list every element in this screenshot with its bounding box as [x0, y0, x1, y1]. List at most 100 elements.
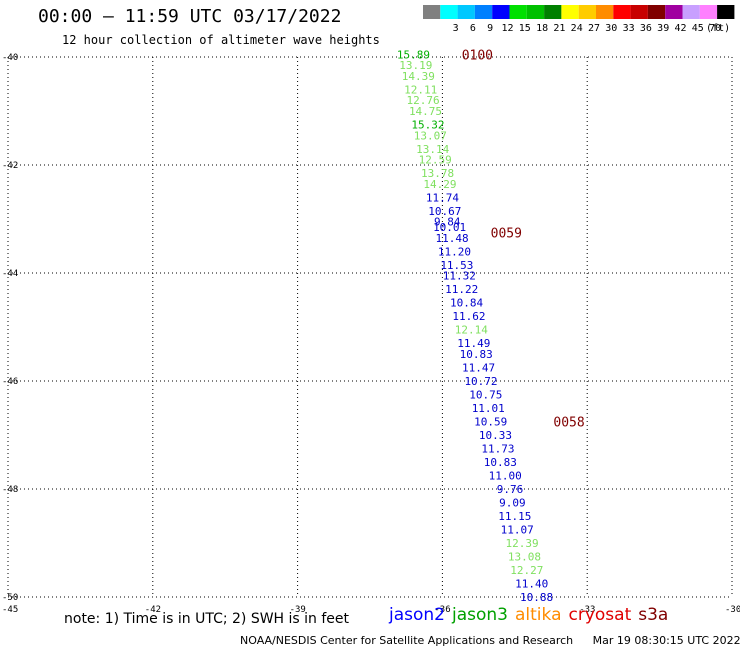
- x-tick-label: -36: [434, 605, 450, 615]
- swh-point-label: 11.32: [443, 270, 476, 283]
- swh-point-label: 10.67: [428, 205, 461, 218]
- scale-tick-label: 18: [536, 23, 548, 34]
- satellite-legend: jason2 jason3 altika cryosat s3a: [389, 605, 675, 625]
- scale-tick-label: 9: [487, 23, 493, 34]
- swh-point-label: 13.07: [414, 129, 447, 142]
- swh-point-label: 11.07: [501, 524, 534, 537]
- scale-tick-label: 3: [453, 23, 459, 34]
- swh-point-label: 11.74: [426, 191, 459, 204]
- timestamp-text: Mar 19 08:30:15 UTC 2022: [592, 634, 740, 647]
- swh-point-label: 11.47: [462, 362, 495, 375]
- x-tick-label: -39: [290, 605, 306, 615]
- data-points: 15.8913.1914.3912.1112.7614.7515.3213.07…: [397, 48, 553, 604]
- swh-point-label: 11.01: [472, 402, 505, 415]
- swh-point-label: 10.33: [479, 429, 512, 442]
- swh-point-label: 11.48: [435, 232, 468, 245]
- scale-swatch: [544, 5, 562, 19]
- chart-axes: [7, 56, 733, 598]
- swh-point-label: 12.59: [419, 154, 452, 167]
- scale-swatch: [474, 5, 493, 19]
- swh-point-label: 14.39: [402, 70, 435, 83]
- swh-point-label: 13.78: [421, 167, 454, 180]
- swh-point-label: 9.84: [434, 216, 461, 229]
- scale-tick-label: 45: [692, 23, 704, 34]
- legend-item-jason3: jason3: [452, 605, 508, 625]
- scale-swatch: [578, 5, 596, 19]
- time-labels: 0100 0059 0058: [462, 48, 585, 430]
- scale-swatch: [509, 5, 527, 19]
- x-tick-label: -45: [2, 605, 18, 615]
- credit-text: NOAA/NESDIS Center for Satellite Applica…: [240, 634, 574, 647]
- scale-tick-label: 24: [571, 23, 583, 34]
- y-tick-label: -46: [2, 377, 18, 387]
- footnote: note: 1) Time is in UTC; 2) SWH is in fe…: [64, 611, 350, 627]
- swh-point-label: 15.32: [411, 119, 444, 132]
- legend-item-altika: altika: [515, 605, 562, 625]
- scale-tick-label: 70: [709, 23, 721, 34]
- time-label: 0100: [462, 48, 493, 63]
- swh-point-label: 12.39: [505, 537, 538, 550]
- scale-swatch: [682, 5, 700, 19]
- chart-grid: [8, 57, 732, 597]
- scale-tick-label: 21: [553, 23, 565, 34]
- legend-item-jason2: jason2: [389, 605, 445, 625]
- swh-point-label: 10.75: [469, 389, 502, 402]
- scale-swatch: [526, 5, 545, 19]
- scale-tick-label: 36: [640, 23, 652, 34]
- color-scale-bar: 3 6 9 12 15 18 21 24 27 30 33 36 39 42 45 70(ft): [423, 5, 735, 34]
- swh-point-label: 12.14: [455, 324, 488, 337]
- swh-point-label: 15.89: [397, 48, 430, 61]
- page-subtitle: 12 hour collection of altimeter wave hei…: [62, 33, 380, 47]
- time-label: 0059: [491, 227, 522, 242]
- scale-tick-label: 12: [501, 23, 513, 34]
- scale-swatch: [699, 5, 718, 19]
- scale-swatch: [665, 5, 683, 19]
- swh-point-label: 11.22: [445, 283, 478, 296]
- swh-point-label: 10.01: [433, 221, 466, 234]
- scale-swatch: [492, 5, 510, 19]
- swh-point-label: 11.40: [515, 578, 548, 591]
- legend-item-s3a: s3a: [638, 605, 669, 625]
- swh-point-label: 11.20: [438, 245, 471, 258]
- scale-tick-label: 27: [588, 23, 600, 34]
- y-tick-label: -50: [2, 593, 18, 603]
- swh-point-label: 11.00: [489, 470, 522, 483]
- y-tick-label: -40: [2, 53, 18, 63]
- scale-swatch: [561, 5, 579, 19]
- swh-point-label: 10.88: [520, 591, 553, 604]
- scale-swatch: [440, 5, 458, 19]
- swh-point-label: 10.83: [460, 348, 493, 361]
- swh-point-label: 12.76: [407, 94, 440, 107]
- swh-point-label: 11.73: [481, 443, 514, 456]
- y-tick-label: -48: [2, 485, 18, 495]
- swh-point-label: 11.62: [452, 310, 485, 323]
- swh-point-label: 12.11: [404, 83, 437, 96]
- scale-unit-label: (ft): [706, 23, 730, 34]
- scale-tick-label: 42: [674, 23, 686, 34]
- swh-point-label: 9.76: [497, 483, 524, 496]
- legend-item-cryosat: cryosat: [568, 605, 632, 625]
- swh-point-label: 12.27: [510, 564, 543, 577]
- x-tick-label: -42: [145, 605, 161, 615]
- scale-swatch: [423, 5, 441, 19]
- x-tick-label: -30: [725, 605, 740, 615]
- swh-point-label: 14.75: [409, 105, 442, 118]
- scale-swatch: [596, 5, 614, 19]
- page-title: 00:00 – 11:59 UTC 03/17/2022: [38, 6, 342, 27]
- swh-point-label: 14.29: [423, 178, 456, 191]
- scale-tick-label: 30: [605, 23, 617, 34]
- swh-point-label: 10.72: [464, 375, 497, 388]
- scale-swatch: [630, 5, 648, 19]
- scale-swatch: [457, 5, 475, 19]
- swh-point-label: 9.09: [499, 497, 526, 510]
- scale-swatch: [647, 5, 666, 19]
- scale-tick-label: 15: [519, 23, 531, 34]
- swh-point-label: 13.14: [416, 143, 449, 156]
- swh-point-label: 11.49: [457, 337, 490, 350]
- scale-tick-label: 6: [470, 23, 476, 34]
- swh-point-label: 10.83: [484, 456, 517, 469]
- swh-point-label: 11.15: [498, 510, 531, 523]
- x-tick-label: -33: [579, 605, 595, 615]
- y-tick-label: -42: [2, 161, 18, 171]
